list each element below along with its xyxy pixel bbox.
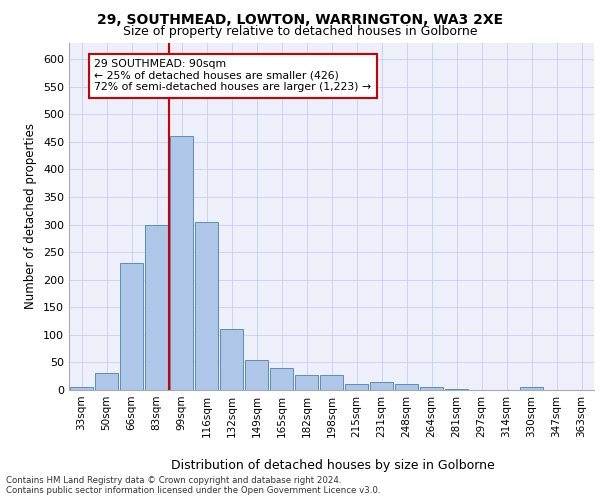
Bar <box>295 375 319 390</box>
Bar <box>245 360 268 390</box>
Bar <box>70 387 94 390</box>
Text: 29, SOUTHMEAD, LOWTON, WARRINGTON, WA3 2XE: 29, SOUTHMEAD, LOWTON, WARRINGTON, WA3 2… <box>97 12 503 26</box>
Bar <box>395 384 418 390</box>
Bar <box>220 330 244 390</box>
Text: 29 SOUTHMEAD: 90sqm
← 25% of detached houses are smaller (426)
72% of semi-detac: 29 SOUTHMEAD: 90sqm ← 25% of detached ho… <box>94 59 371 92</box>
Y-axis label: Number of detached properties: Number of detached properties <box>25 123 37 309</box>
Bar <box>194 222 218 390</box>
Bar <box>145 224 169 390</box>
Text: Contains public sector information licensed under the Open Government Licence v3: Contains public sector information licen… <box>6 486 380 495</box>
Bar <box>419 387 443 390</box>
Bar <box>119 263 143 390</box>
Bar <box>269 368 293 390</box>
Text: Distribution of detached houses by size in Golborne: Distribution of detached houses by size … <box>171 460 495 472</box>
Bar <box>370 382 394 390</box>
Text: Contains HM Land Registry data © Crown copyright and database right 2024.: Contains HM Land Registry data © Crown c… <box>6 476 341 485</box>
Text: Size of property relative to detached houses in Golborne: Size of property relative to detached ho… <box>123 25 477 38</box>
Bar <box>170 136 193 390</box>
Bar <box>344 384 368 390</box>
Bar <box>520 387 544 390</box>
Bar <box>95 374 118 390</box>
Bar <box>320 375 343 390</box>
